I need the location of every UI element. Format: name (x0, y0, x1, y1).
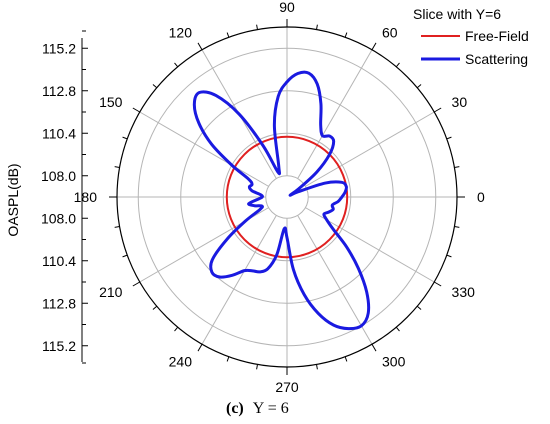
radial-tick-label: 108.0 (41, 210, 76, 226)
angle-tick-label: 0 (477, 189, 485, 205)
angle-tick-mark (174, 326, 179, 332)
angle-tick-label: 90 (279, 0, 295, 15)
radial-tick-label: 112.8 (42, 83, 76, 99)
angle-tick-mark (316, 364, 318, 370)
angle-tick-mark (371, 42, 377, 51)
angle-tick-label: 300 (382, 354, 406, 370)
legend-title: Slice with Y=6 (413, 6, 501, 22)
caption-text: Y = 6 (253, 400, 289, 417)
angle-tick-mark (122, 136, 128, 140)
series-free-field (225, 135, 349, 259)
grid-spoke (297, 215, 373, 345)
grid-circle (265, 175, 309, 219)
radial-ticks: 115.2 112.8 110.4 108.0 108.0 110.4 112.8 115.2 (41, 30, 88, 364)
angle-tick-label: 150 (99, 94, 123, 110)
figure-caption: (c) Y = 6 (226, 400, 289, 417)
angle-tick-mark (132, 107, 141, 113)
radial-tick-label: 110.4 (42, 125, 76, 141)
angle-tick-mark (371, 343, 377, 352)
radial-tick-label: 112.8 (42, 295, 76, 311)
radial-tick-label: 115.2 (42, 40, 76, 56)
angle-tick-label: 60 (382, 24, 398, 40)
angle-tick-mark (174, 62, 179, 68)
angle-tick-mark (433, 107, 442, 113)
angle-tick-mark (454, 166, 460, 168)
angle-tick-mark (152, 305, 158, 310)
angle-tick-mark (395, 62, 400, 68)
radial-tick-label: 110.4 (42, 253, 76, 269)
series-scattering (192, 70, 371, 331)
angle-tick-mark (446, 254, 452, 258)
y-axis-label: OASPL(dB) (5, 163, 21, 236)
angle-tick-label: 30 (452, 94, 468, 110)
angle-tick-mark (416, 84, 422, 89)
angle-tick-label: 330 (452, 284, 476, 300)
angle-tick-mark (197, 42, 203, 51)
angle-tick-label: 270 (275, 379, 299, 395)
angle-tick-mark (197, 343, 203, 352)
angle-tick-mark (256, 364, 258, 370)
angle-tick-mark (433, 281, 442, 287)
angle-tick-label: 240 (169, 354, 193, 370)
angle-tick-mark (114, 226, 120, 228)
angle-tick-mark (416, 305, 422, 310)
angle-tick-mark (226, 356, 230, 362)
angle-tick-mark (256, 24, 258, 30)
grid-spoke (201, 215, 277, 345)
legend: Slice with Y=6 Free-Field Scattering (413, 6, 529, 67)
angle-tick-mark (344, 32, 348, 38)
legend-label-scattering: Scattering (465, 51, 528, 67)
angle-tick-labels: 0 30 60 90 120 150 180 210 240 270 300 330 (74, 0, 485, 395)
free-field-line (225, 135, 349, 259)
radial-tick-label: 108.0 (41, 168, 76, 184)
angle-tick-mark (114, 166, 120, 168)
angle-tick-label: 120 (169, 24, 193, 40)
angle-tick-mark (344, 356, 348, 362)
angle-tick-mark (395, 326, 400, 332)
angle-tick-mark (454, 226, 460, 228)
angle-tick-mark (122, 254, 128, 258)
caption-prefix: (c) (226, 400, 244, 417)
angle-tick-mark (316, 24, 318, 30)
angle-tick-mark (226, 32, 230, 38)
radial-tick-label: 115.2 (42, 338, 76, 354)
grid-spoke (297, 49, 373, 179)
angle-tick-mark (132, 281, 141, 287)
angle-tick-label: 210 (99, 284, 123, 300)
angle-tick-mark (152, 84, 158, 89)
radial-axis: 115.2112.8110.4108.0108.0110.4112.8115.2… (5, 30, 88, 364)
grid-spoke (305, 111, 435, 187)
scattering-line (192, 70, 371, 331)
caption: (c) Y = 6 (226, 400, 289, 417)
grid-spoke (139, 111, 269, 187)
angle-tick-mark (446, 136, 452, 140)
polar-grid (109, 19, 465, 375)
legend-label-free-field: Free-Field (465, 28, 529, 44)
angle-tick-label: 180 (74, 189, 98, 205)
